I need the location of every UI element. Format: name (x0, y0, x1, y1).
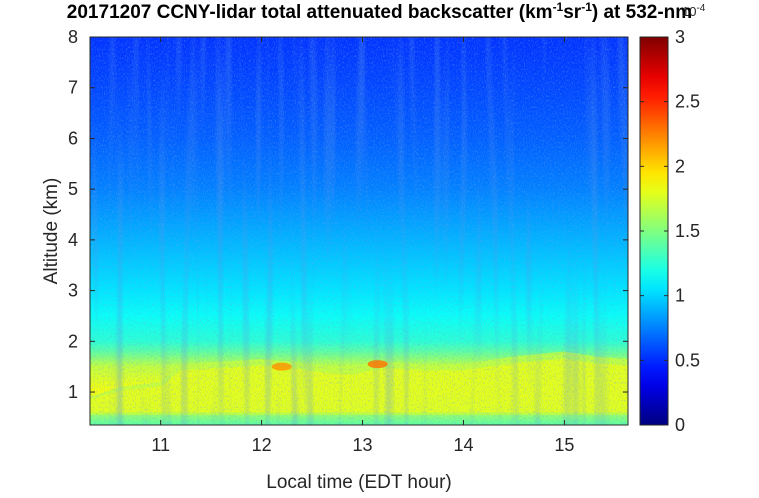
x-axis-label: Local time (EDT hour) (266, 472, 452, 493)
y-tick-label-7: 8 (68, 27, 78, 47)
y-tick-label-3: 4 (68, 230, 78, 250)
aerosol-features (271, 360, 388, 371)
y-axis: 1 2 3 4 5 6 7 8 (68, 27, 628, 402)
colorbar-scale-base: 10 (682, 4, 697, 19)
signal-noise-fine (90, 37, 628, 425)
colorbar-tick-label-2: 1 (675, 286, 685, 306)
title-text-start: 20171207 CCNY-lidar total attenuated bac… (66, 2, 553, 23)
x-tick-label-0: 11 (151, 435, 170, 455)
y-tick-label-5: 6 (68, 128, 78, 148)
colorbar-scale-factor: 10-4 (682, 3, 706, 20)
y-tick-label-6: 7 (68, 78, 78, 98)
colorbar-tick-label-3: 1.5 (675, 221, 700, 241)
colorbar-axis: 0 0.5 1 1.5 2 2.5 3 (640, 27, 700, 435)
title-unit-exponent-1: -1 (552, 0, 564, 14)
x-tick-label-1: 12 (252, 435, 272, 455)
colorbar-tick-label-1: 0.5 (675, 350, 700, 370)
y-axis-label: Altitude (km) (41, 178, 62, 285)
y-tick-label-2: 3 (68, 281, 78, 301)
x-tick-label-3: 14 (453, 435, 473, 455)
y-tick-label-0: 1 (68, 382, 78, 402)
y-tick-label-1: 2 (68, 331, 78, 351)
colorbar (639, 36, 669, 426)
title-text-end: ) at 532-nm (591, 2, 693, 23)
title-unit-sr: sr (563, 2, 582, 23)
colorbar-tick-label-4: 2 (675, 156, 685, 176)
plot-frame (89, 36, 629, 426)
heatmap-area (90, 37, 628, 425)
chart-title: 20171207 CCNY-lidar total attenuated bac… (0, 0, 759, 24)
x-tick-label-4: 15 (554, 435, 574, 455)
colorbar-scale-exponent: -4 (696, 3, 706, 14)
colorbar-tick-label-5: 2.5 (675, 92, 700, 112)
x-tick-label-2: 13 (353, 435, 373, 455)
x-axis: 11 12 13 14 15 (151, 37, 574, 455)
colorbar-tick-label-0: 0 (675, 415, 685, 435)
aerosol-feature-1 (367, 360, 388, 369)
colorbar-tick-label-6: 3 (675, 27, 685, 47)
title-unit-exponent-2: -1 (581, 0, 592, 14)
y-tick-label-4: 5 (68, 179, 78, 199)
aerosol-feature-0 (271, 362, 292, 371)
